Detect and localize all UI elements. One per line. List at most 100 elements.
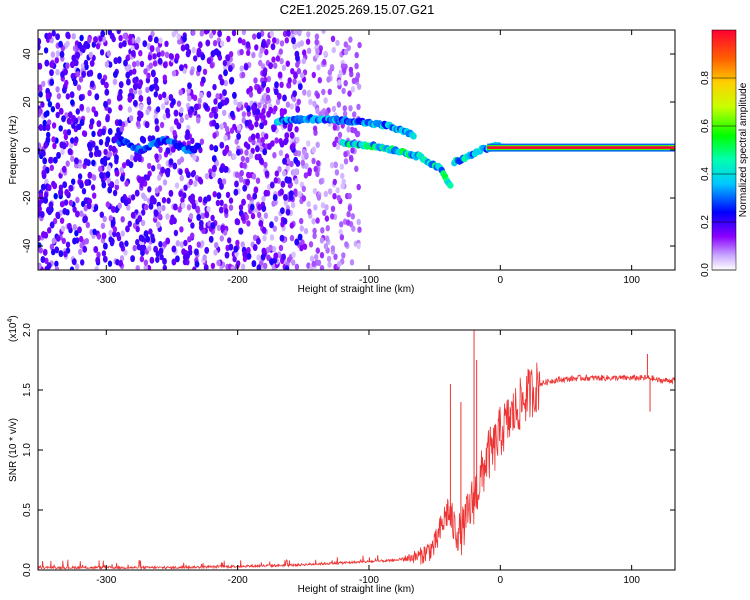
spectrogram-cell bbox=[294, 263, 300, 270]
spectrogram-cell bbox=[109, 237, 115, 245]
spectrogram-cell bbox=[166, 197, 171, 204]
spectrogram-cell bbox=[51, 30, 56, 37]
spectrogram-cell bbox=[315, 141, 320, 148]
spectrogram-cell bbox=[256, 87, 262, 95]
spectrogram-cell bbox=[219, 141, 225, 149]
spectrogram-cell bbox=[219, 123, 224, 130]
spectrogram-cell bbox=[61, 115, 66, 123]
spectrogram-cell bbox=[79, 210, 84, 217]
spectrogram-cell bbox=[184, 43, 190, 51]
spectrogram-cell bbox=[38, 43, 41, 51]
spectrogram-cell bbox=[58, 107, 64, 115]
spectrogram-cell bbox=[278, 149, 284, 156]
spectrogram-cell bbox=[146, 72, 151, 80]
spectrogram-cell bbox=[324, 215, 330, 222]
spectrogram-cell bbox=[273, 88, 279, 96]
spectrogram-cell bbox=[126, 54, 131, 61]
spectrogram-ytick-label: 20 bbox=[22, 96, 33, 108]
spectrogram-cell bbox=[306, 89, 312, 97]
spectrogram-cell bbox=[106, 50, 112, 57]
spectrogram-cell bbox=[102, 155, 108, 163]
spectrogram-cell bbox=[219, 199, 224, 206]
spectrogram-cell bbox=[236, 148, 241, 156]
spectrogram-cell bbox=[130, 45, 135, 52]
spectrogram-cell bbox=[191, 30, 196, 36]
spectrogram-cell bbox=[47, 208, 52, 216]
spectrogram-cell bbox=[100, 222, 106, 230]
spectrogram-cell bbox=[244, 119, 250, 127]
spectrogram-cell bbox=[354, 62, 359, 70]
spectrogram-cell bbox=[48, 201, 54, 209]
spectrogram-cell bbox=[269, 30, 274, 38]
spectrogram-cell bbox=[341, 252, 346, 259]
spectrogram-cell bbox=[315, 217, 320, 224]
spectrogram-cell bbox=[340, 172, 345, 180]
spectrogram-cell bbox=[116, 95, 122, 102]
spectrogram-cell bbox=[125, 225, 130, 233]
spectrogram-cell bbox=[264, 48, 269, 56]
spectrogram-cell bbox=[148, 62, 153, 69]
spectrogram-cell bbox=[217, 30, 223, 38]
spectrogram-cell bbox=[134, 43, 140, 50]
spectrogram-cell bbox=[222, 149, 228, 157]
spectrogram-cell bbox=[38, 234, 41, 242]
spectrogram-cell bbox=[205, 39, 211, 47]
spectrogram-cell bbox=[266, 110, 271, 118]
spectrogram-cell bbox=[103, 242, 108, 250]
spectrogram-cell bbox=[332, 124, 337, 131]
spectrogram-cell bbox=[349, 259, 355, 266]
spectrogram-cell bbox=[286, 157, 291, 165]
spectrogram-cell bbox=[125, 71, 131, 79]
spectrogram-cell bbox=[315, 92, 320, 99]
spectrogram-cell bbox=[45, 92, 51, 100]
spectrogram-cell bbox=[107, 260, 113, 267]
spectrogram-cell bbox=[43, 231, 49, 239]
spectrogram-cell bbox=[257, 203, 262, 211]
spectrogram-cell bbox=[118, 34, 123, 42]
spectrogram-cell bbox=[165, 237, 171, 245]
spectrogram-cell bbox=[40, 101, 45, 108]
spectrogram-cell bbox=[175, 240, 180, 247]
spectrogram-cell bbox=[294, 178, 299, 185]
spectrogram-cell bbox=[312, 227, 317, 235]
spectrogram-cell bbox=[164, 168, 170, 176]
spectrogram-cell bbox=[279, 40, 285, 47]
spectrogram-cell bbox=[204, 211, 210, 219]
spectrogram-cell bbox=[326, 255, 332, 263]
spectrogram-cell bbox=[336, 194, 341, 202]
spectrogram-cell bbox=[62, 86, 67, 94]
spectrogram-cell bbox=[113, 57, 119, 65]
spectrogram-cell bbox=[199, 138, 205, 145]
spectrogram-cell bbox=[179, 174, 184, 182]
spectrogram-cell bbox=[161, 204, 166, 212]
spectrogram-cell bbox=[240, 263, 246, 270]
snr-panel: -300 -200 -100 0 100 0.0 0.5 1.0 1.5 2.0 Height o… bbox=[7, 315, 676, 595]
spectrogram-cell bbox=[315, 170, 320, 178]
spectrogram-cell bbox=[50, 51, 56, 58]
spectrogram-cell bbox=[307, 208, 312, 215]
spectrogram-cell bbox=[160, 103, 166, 110]
spectrogram-ytick-label: -20 bbox=[22, 190, 33, 205]
spectrogram-cell bbox=[235, 239, 240, 247]
spectrogram-cell bbox=[210, 262, 216, 270]
spectrogram-cell bbox=[50, 106, 56, 113]
spectrogram-cell bbox=[246, 105, 251, 113]
spectrogram-cell bbox=[87, 171, 93, 179]
spectrogram-cell bbox=[119, 166, 124, 174]
spectrogram-cell bbox=[228, 243, 234, 251]
spectrogram-cell bbox=[196, 213, 202, 221]
spectrogram-cell bbox=[333, 253, 338, 260]
spectrogram-cell bbox=[61, 142, 67, 150]
spectrogram-cell bbox=[354, 165, 359, 172]
spectrogram-cell bbox=[285, 60, 290, 67]
spectrogram-cell bbox=[158, 93, 163, 101]
spectrogram-cell bbox=[252, 192, 258, 200]
spectrogram-cell bbox=[196, 241, 201, 248]
spectrogram-cell bbox=[187, 82, 192, 90]
spectrogram-cell bbox=[192, 94, 198, 102]
spectrogram-cell bbox=[54, 57, 59, 64]
spectrogram-cell bbox=[186, 171, 191, 179]
spectrogram-cell bbox=[84, 238, 90, 245]
